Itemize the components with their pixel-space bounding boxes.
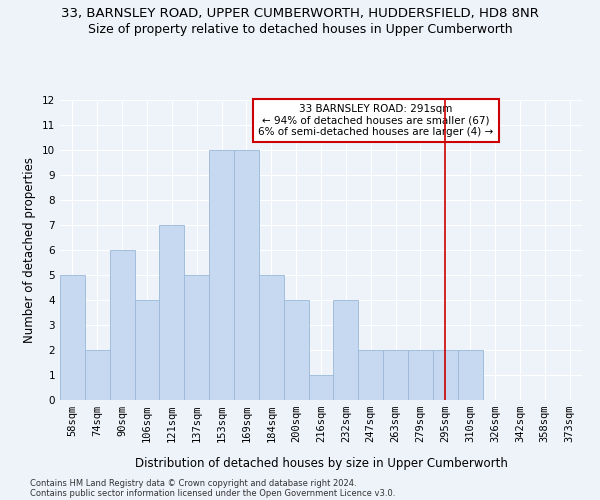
Bar bbox=[134, 300, 160, 400]
Bar bbox=[184, 275, 209, 400]
Y-axis label: Number of detached properties: Number of detached properties bbox=[23, 157, 37, 343]
Bar bbox=[259, 275, 284, 400]
Text: Contains public sector information licensed under the Open Government Licence v3: Contains public sector information licen… bbox=[30, 488, 395, 498]
Bar bbox=[458, 350, 482, 400]
Bar bbox=[408, 350, 433, 400]
Bar bbox=[334, 300, 358, 400]
Text: Size of property relative to detached houses in Upper Cumberworth: Size of property relative to detached ho… bbox=[88, 22, 512, 36]
Text: Distribution of detached houses by size in Upper Cumberworth: Distribution of detached houses by size … bbox=[134, 458, 508, 470]
Bar bbox=[209, 150, 234, 400]
Bar bbox=[60, 275, 85, 400]
Bar bbox=[85, 350, 110, 400]
Text: 33, BARNSLEY ROAD, UPPER CUMBERWORTH, HUDDERSFIELD, HD8 8NR: 33, BARNSLEY ROAD, UPPER CUMBERWORTH, HU… bbox=[61, 8, 539, 20]
Text: 33 BARNSLEY ROAD: 291sqm
← 94% of detached houses are smaller (67)
6% of semi-de: 33 BARNSLEY ROAD: 291sqm ← 94% of detach… bbox=[258, 104, 493, 137]
Bar bbox=[160, 225, 184, 400]
Bar bbox=[358, 350, 383, 400]
Bar bbox=[234, 150, 259, 400]
Bar bbox=[383, 350, 408, 400]
Bar bbox=[110, 250, 134, 400]
Bar bbox=[433, 350, 458, 400]
Bar bbox=[284, 300, 308, 400]
Bar bbox=[308, 375, 334, 400]
Text: Contains HM Land Registry data © Crown copyright and database right 2024.: Contains HM Land Registry data © Crown c… bbox=[30, 478, 356, 488]
